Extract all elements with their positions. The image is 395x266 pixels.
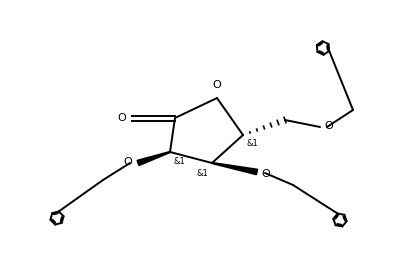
Polygon shape [212, 163, 258, 175]
Text: &1: &1 [247, 139, 259, 148]
Polygon shape [137, 152, 170, 166]
Text: O: O [325, 121, 333, 131]
Text: O: O [118, 113, 126, 123]
Text: &1: &1 [196, 168, 208, 177]
Text: O: O [213, 80, 221, 90]
Text: O: O [124, 157, 132, 167]
Text: &1: &1 [174, 157, 186, 167]
Text: O: O [261, 169, 270, 179]
